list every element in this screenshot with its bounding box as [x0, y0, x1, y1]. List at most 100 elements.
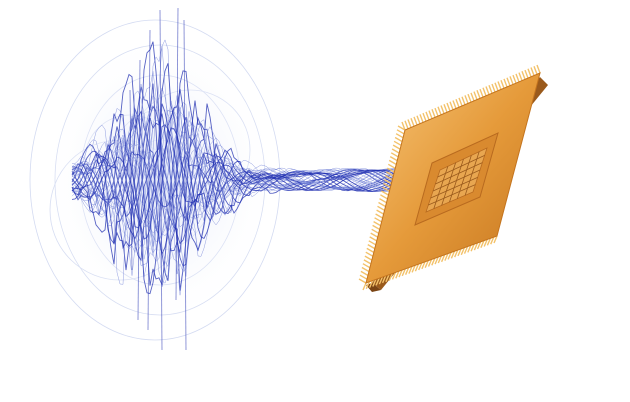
chip-pin [391, 148, 400, 154]
chip-pin [369, 236, 378, 242]
chip-pin [506, 77, 511, 86]
chip-pin [397, 125, 406, 131]
chip-pin [422, 112, 427, 122]
waveform-spike [159, 9, 163, 351]
chip-pin [371, 228, 380, 234]
chip-pin [446, 102, 451, 112]
waveform-strand [71, 71, 421, 296]
chip-pin [418, 262, 423, 271]
chip-pin [380, 194, 388, 200]
chip-pin [482, 87, 487, 97]
chip-pin [392, 144, 401, 150]
chip-pin [384, 175, 393, 181]
chip-pin [491, 83, 496, 93]
chip-pin [497, 81, 502, 90]
chip-pin [365, 251, 374, 257]
chip-pin [375, 278, 380, 286]
chip-pin [389, 155, 398, 162]
chip-pin [374, 217, 382, 223]
waveform-icon [71, 7, 421, 351]
waveform-strand [71, 45, 421, 275]
waveform-strand [71, 127, 421, 240]
chip-pin [368, 280, 374, 288]
chip-pin [410, 117, 415, 127]
chip-pin [404, 267, 410, 275]
chip-pin [444, 253, 449, 261]
chip-pin [386, 167, 395, 173]
chip-pin [467, 93, 472, 103]
chip-pin [434, 107, 439, 117]
chip-pin [424, 260, 429, 268]
chip-bottom-edge [366, 283, 381, 292]
chip-pin [434, 256, 439, 265]
chip-pin [437, 106, 442, 116]
chip-pin [367, 243, 376, 250]
chip-pin [463, 246, 469, 254]
waveform-spike [175, 7, 179, 301]
chip-pin [485, 86, 490, 95]
chip-pin [473, 91, 478, 100]
chip-pin [509, 76, 514, 85]
chip-pin [365, 281, 370, 290]
chip-pin [533, 66, 538, 75]
waveform-strand [71, 103, 421, 240]
chip-pin [396, 129, 405, 135]
chip-pin [427, 259, 433, 267]
chip-pin [378, 276, 384, 285]
chip-pin [464, 95, 469, 104]
chip-pin [416, 115, 421, 124]
chip-pin [360, 270, 369, 277]
chip-pin [458, 97, 463, 107]
chip-pin [431, 258, 436, 266]
waveform-strand [71, 95, 421, 254]
glow [40, 30, 280, 330]
chip-pin [359, 274, 368, 280]
chip-pin [377, 205, 385, 211]
chip-pin [530, 67, 535, 76]
chip-pin [370, 232, 379, 238]
chip-pin [368, 240, 377, 246]
chip-pin [454, 249, 459, 258]
chip-pin [443, 104, 448, 113]
chip-pin [376, 209, 384, 215]
chip-pin [364, 255, 373, 261]
waveform-spike [137, 59, 141, 321]
waveform-spike [147, 29, 151, 331]
chip-pin [455, 98, 460, 108]
chip-pin [440, 105, 445, 114]
chip-pin [393, 140, 402, 146]
chip-pin [366, 247, 375, 254]
waveform-strand [71, 112, 421, 284]
chip-pin [385, 274, 390, 283]
waveform-spike [183, 19, 187, 351]
chip-pin [470, 92, 475, 102]
cpu-chip-icon [358, 64, 548, 292]
chip-pin [379, 198, 387, 204]
waveform-spike [129, 89, 133, 271]
chip-pin [449, 101, 454, 110]
chip-pin [381, 275, 387, 284]
chip-pin [512, 74, 517, 84]
chip-pin [408, 266, 413, 274]
waveform-strand [71, 63, 421, 262]
chip-pin [384, 178, 392, 185]
chip-pin [470, 243, 475, 252]
chip-pin [413, 116, 418, 126]
chip-pin [390, 152, 399, 158]
chip-pin [452, 100, 457, 109]
chip-pin [404, 120, 409, 129]
chip-pin [363, 259, 372, 265]
chip-pin [480, 240, 485, 248]
chip-pin [488, 85, 493, 94]
chip-pin [362, 263, 371, 269]
chip-pin [428, 110, 433, 119]
chip-pin [401, 121, 406, 131]
chip-pin [372, 224, 380, 231]
chip-pin [479, 88, 484, 98]
chip-pin [382, 186, 390, 192]
chip-pin [373, 220, 381, 227]
chip-pin [419, 114, 424, 123]
chip-pin [395, 271, 400, 279]
chip-pin [461, 96, 466, 105]
